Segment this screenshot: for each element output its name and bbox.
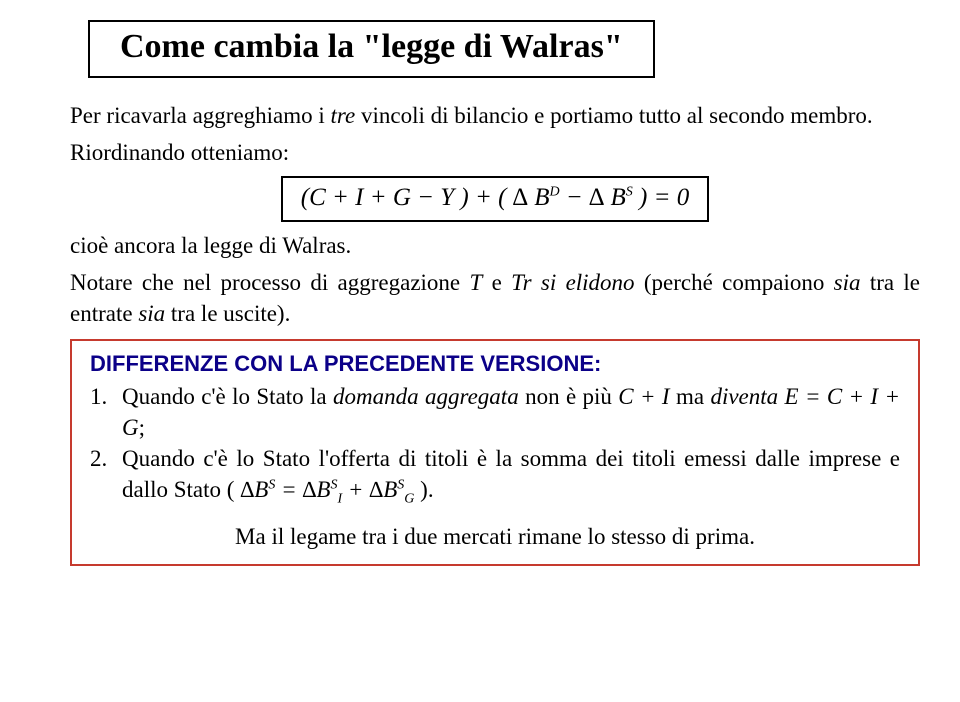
formula-left: (C + I + G − Y ) + ( ∆ B [301,184,550,211]
formula-right: ) = 0 [633,184,689,211]
i2-subG: G [404,492,414,507]
p4-a: Notare che nel processo di aggregazione [70,270,469,295]
diff-item-1-body: Quando c'è lo Stato la domanda aggregata… [122,381,900,443]
i2-a: Quando c'è lo Stato l'offerta di titoli … [122,446,900,502]
paragraph-4: Notare che nel processo di aggregazione … [70,267,920,329]
p4-Tr: Tr [511,270,531,295]
diff-item-2: 2. Quando c'è lo Stato l'offerta di tito… [90,443,900,510]
i2-plus: + ∆B [342,477,397,502]
diff-item-2-num: 2. [90,443,122,510]
p4-d: (perché compaiono [635,270,834,295]
paragraph-1: Per ricavarla aggreghiamo i tre vincoli … [70,100,920,131]
i1-a: Quando c'è lo Stato la [122,384,333,409]
p4-c [532,270,541,295]
p1-text-a: Per ricavarla aggreghiamo i [70,103,331,128]
i2-b: ). [414,477,433,502]
closing-line: Ma il legame tra i due mercati rimane lo… [90,524,900,550]
p1-text-b: vincoli di bilancio e portiamo tutto al … [355,103,872,128]
i1-diventa: diventa [710,384,778,409]
i2-mid: = ∆B [275,477,330,502]
i1-da: domanda aggregata [333,384,519,409]
p4-T: T [469,270,482,295]
formula-content: (C + I + G − Y ) + ( ∆ BD − ∆ BS ) = 0 [301,184,690,211]
differences-box: DIFFERENZE CON LA PRECEDENTE VERSIONE: 1… [70,339,920,566]
i2-l1: ∆B [240,477,268,502]
i1-CI: C + I [618,384,669,409]
formula-mid: − ∆ B [560,184,626,211]
p3-text: cioè ancora la legge di Walras. [70,233,351,258]
i2-eq: ∆BS = ∆BSI + ∆BSG [240,477,414,502]
i2-sS3: S [397,478,404,493]
diff-heading-colon: : [594,351,601,376]
i1-c: ma [670,384,711,409]
diff-item-1-num: 1. [90,381,122,443]
p4-sia2: sia [138,301,165,326]
formula-sup-s: S [626,185,633,200]
diff-item-1: 1. Quando c'è lo Stato la domanda aggreg… [90,381,900,443]
p4-elidono: si elidono [541,270,635,295]
i1-e: ; [139,415,145,440]
differences-heading: DIFFERENZE CON LA PRECEDENTE VERSIONE: [90,351,900,377]
i2-sS2: S [330,478,337,493]
formula-box: (C + I + G − Y ) + ( ∆ BD − ∆ BS ) = 0 [281,176,710,222]
slide-title: Come cambia la "legge di Walras" [120,28,623,65]
p1-tre: tre [331,103,356,128]
paragraph-2: Riordinando otteniamo: [70,137,920,168]
p4-f: tra le uscite). [165,301,290,326]
formula-wrap: (C + I + G − Y ) + ( ∆ BD − ∆ BS ) = 0 [70,176,920,222]
slide-root: Come cambia la "legge di Walras" Per ric… [0,0,960,586]
formula-sup-d: D [549,185,559,200]
p2-text: Riordinando otteniamo: [70,140,289,165]
title-box: Come cambia la "legge di Walras" [88,20,655,78]
p4-b: e [482,270,511,295]
paragraph-3: cioè ancora la legge di Walras. [70,230,920,261]
diff-item-2-body: Quando c'è lo Stato l'offerta di titoli … [122,443,900,510]
diff-heading-a: DIFFERENZE CON LA PRECEDENTE VERSIONE [90,351,594,376]
p4-sia1: sia [834,270,861,295]
i1-b: non è più [519,384,619,409]
